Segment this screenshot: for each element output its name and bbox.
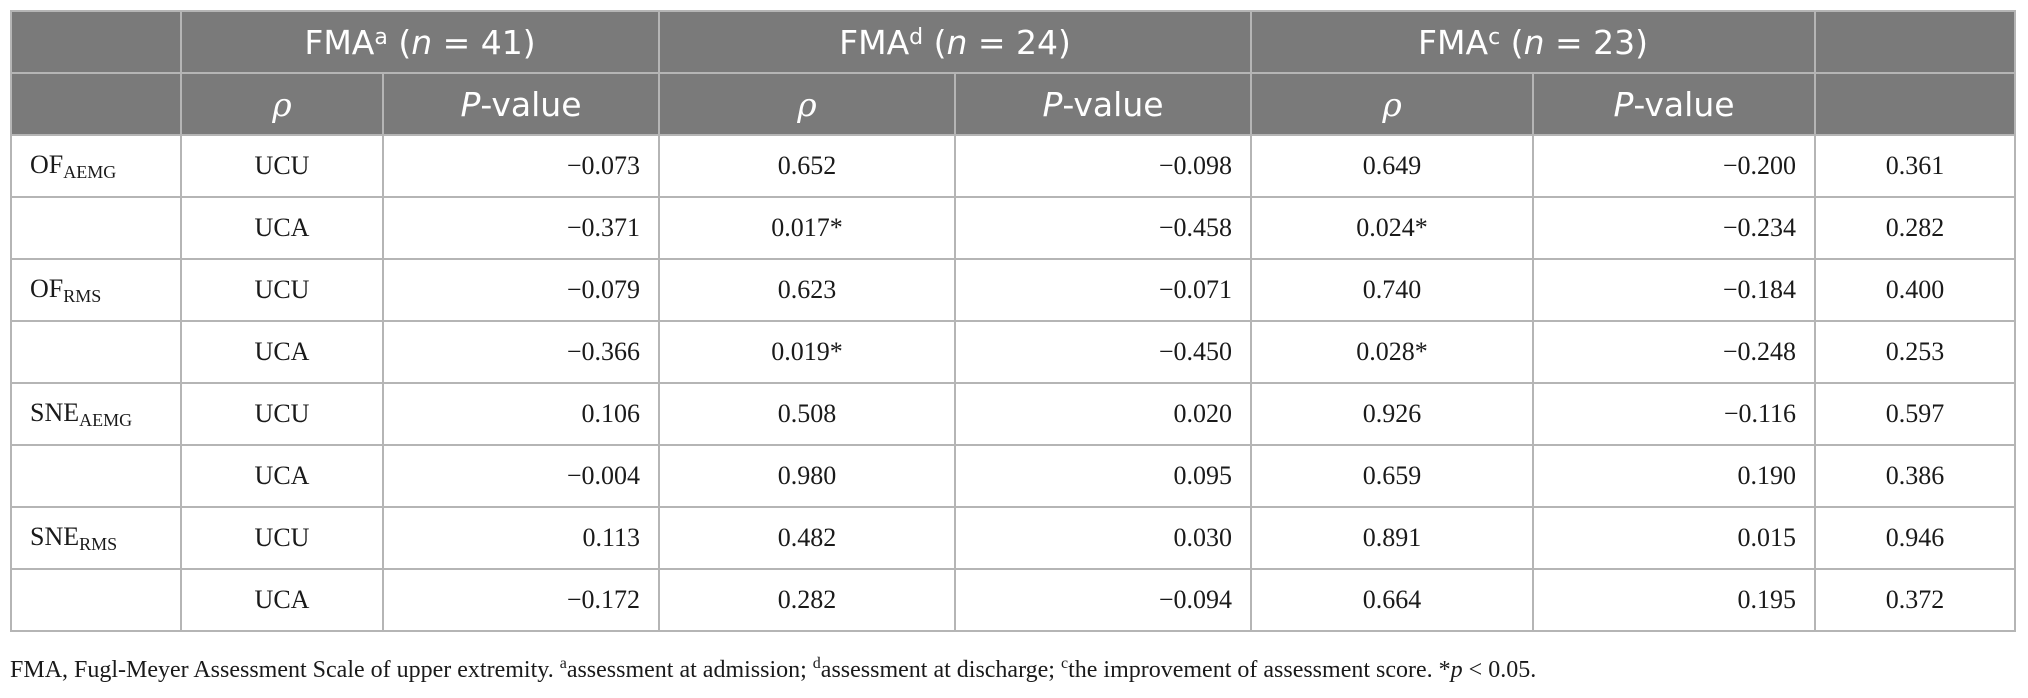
value-cell: −0.172 [382,568,660,632]
value-cell: 0.019* [658,320,956,384]
table-row: OFAEMG UCU −0.073 0.652 −0.098 0.649 −0.200 0.3… [10,134,2017,198]
condition-cell: UCU [180,382,384,446]
value-cell: 0.195 [1532,568,1817,632]
value-cell: 0.028* [1250,320,1535,384]
value-cell: 0.282 [1814,196,2017,260]
table-row: UCA −0.004 0.980 0.095 0.659 0.190 0.386 [10,444,2017,508]
row-label-main: SNE [30,521,80,551]
table-row: UCA −0.366 0.019* −0.450 0.028* −0.248 0.253 [10,320,2017,384]
row-label-subscript: AEMG [63,161,117,182]
value-cell: 0.015 [1532,506,1817,570]
header-row-groups: FMAa (n = 41) FMAd (n = 24) FMAc (n = 23… [10,10,2017,74]
value-cell: 0.386 [1814,444,2017,508]
value-cell: 0.891 [1250,506,1535,570]
value-cell: 0.106 [382,382,660,446]
header-group-discharge: FMAd (n = 24) [657,10,1253,74]
table-row: SNEAEMG UCU 0.106 0.508 0.020 0.926 −0.116 0.59… [10,382,2017,446]
value-cell: 0.649 [1250,134,1535,198]
value-cell: 0.282 [658,568,956,632]
value-cell: −0.116 [1532,382,1817,446]
table-row: UCA −0.172 0.282 −0.094 0.664 0.195 0.372 [10,568,2017,632]
value-cell: 0.980 [658,444,956,508]
value-cell: 0.024* [1250,196,1535,260]
row-label [10,196,182,260]
value-cell: −0.071 [953,258,1253,322]
row-label [10,568,182,632]
header-p-value: P-value [953,72,1253,136]
value-cell: 0.372 [1814,568,2017,632]
table-body: OFAEMG UCU −0.073 0.652 −0.098 0.649 −0.200 0.3… [10,134,2017,632]
value-cell: 0.400 [1814,258,2017,322]
value-cell: 0.113 [382,506,660,570]
row-label-main: SNE [30,397,80,427]
table-footnote: FMA, Fugl-Meyer Assessment Scale of uppe… [10,655,1537,683]
header-empty-corner [10,10,182,74]
header-rho: ρ [658,72,956,136]
row-label-subscript: RMS [63,285,102,306]
row-label: OFRMS [10,258,182,322]
value-cell: 0.664 [1250,568,1535,632]
value-cell: 0.017* [658,196,956,260]
value-cell: 0.508 [658,382,956,446]
condition-cell: UCU [180,134,384,198]
value-cell: 0.190 [1532,444,1817,508]
value-cell: 0.659 [1250,444,1535,508]
value-cell: −0.450 [953,320,1253,384]
row-label-subscript: AEMG [79,409,133,430]
header-rho: ρ [1250,72,1535,136]
condition-cell: UCU [180,258,384,322]
table-container: FMAa (n = 41) FMAd (n = 24) FMAc (n = 23… [10,10,2017,632]
header-empty-last [1814,72,2017,136]
value-cell: 0.597 [1814,382,2017,446]
condition-cell: UCA [180,568,384,632]
value-cell: −0.371 [382,196,660,260]
value-cell: −0.200 [1532,134,1817,198]
row-label-subscript: RMS [79,533,118,554]
value-cell: 0.946 [1814,506,2017,570]
value-cell: −0.098 [953,134,1253,198]
row-label-main: OF [30,149,64,179]
header-rho: ρ [180,72,384,136]
condition-cell: UCA [180,196,384,260]
value-cell: 0.926 [1250,382,1535,446]
row-label: SNERMS [10,506,182,570]
value-cell: 0.253 [1814,320,2017,384]
value-cell: 0.652 [658,134,956,198]
value-cell: 0.020 [953,382,1253,446]
header-p-value: P-value [1532,72,1817,136]
header-p-value: P-value [382,72,660,136]
table-row: OFRMS UCU −0.079 0.623 −0.071 0.740 −0.184 0.40… [10,258,2017,322]
value-cell: 0.361 [1814,134,2017,198]
condition-cell: UCA [180,444,384,508]
table-row: SNERMS UCU 0.113 0.482 0.030 0.891 0.015 0.946 [10,506,2017,570]
value-cell: −0.004 [382,444,660,508]
value-cell: −0.094 [953,568,1253,632]
row-label: SNEAEMG [10,382,182,446]
condition-cell: UCU [180,506,384,570]
header-empty-last [1814,10,2017,74]
value-cell: −0.079 [382,258,660,322]
row-label [10,320,182,384]
value-cell: −0.234 [1532,196,1817,260]
value-cell: −0.458 [953,196,1253,260]
header-group-admission: FMAa (n = 41) [180,10,660,74]
correlation-table: FMAa (n = 41) FMAd (n = 24) FMAc (n = 23… [10,10,2017,632]
value-cell: −0.366 [382,320,660,384]
row-label-main: OF [30,273,64,303]
condition-cell: UCA [180,320,384,384]
row-label: OFAEMG [10,134,182,198]
value-cell: 0.740 [1250,258,1535,322]
value-cell: 0.623 [658,258,956,322]
value-cell: −0.184 [1532,258,1817,322]
header-group-improvement: FMAc (n = 23) [1250,10,1817,74]
value-cell: 0.482 [658,506,956,570]
header-row-columns: ρ P-value ρ P-value ρ P-value [10,72,2017,136]
header-empty-label [10,72,182,136]
value-cell: −0.248 [1532,320,1817,384]
table-row: UCA −0.371 0.017* −0.458 0.024* −0.234 0.282 [10,196,2017,260]
value-cell: 0.030 [953,506,1253,570]
value-cell: −0.073 [382,134,660,198]
value-cell: 0.095 [953,444,1253,508]
row-label [10,444,182,508]
